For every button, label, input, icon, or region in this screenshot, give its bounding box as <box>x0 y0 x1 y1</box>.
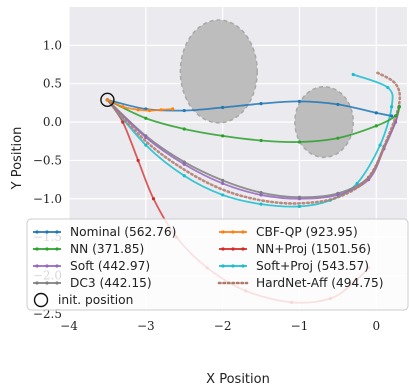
data-point <box>148 108 152 113</box>
legend: Nominal (562.76) NN (371.85) Soft (442.97)… <box>26 218 409 311</box>
data-point <box>259 138 263 143</box>
data-point <box>182 108 186 113</box>
x-tick-label: 0 <box>372 319 380 333</box>
y-tick-label: 1.0 <box>43 38 62 52</box>
y-axis-title: Y Position <box>10 127 25 191</box>
legend-swatch-point <box>241 264 245 268</box>
data-point <box>355 181 359 186</box>
data-point <box>121 105 125 109</box>
legend-swatch-point <box>241 247 245 251</box>
legend-swatch-point <box>231 230 235 234</box>
data-point <box>221 178 225 182</box>
data-point <box>393 114 398 118</box>
data-point <box>336 136 340 140</box>
legend-swatch-point <box>45 230 49 234</box>
data-point <box>390 114 394 118</box>
data-point <box>297 99 302 103</box>
legend-swatch-point <box>55 230 59 234</box>
legend-swatch-point <box>221 230 225 234</box>
x-tick-label: −4 <box>60 319 78 333</box>
legend-swatch-point <box>221 247 225 251</box>
data-point <box>144 135 148 140</box>
legend-swatch-point <box>231 247 235 251</box>
x-tick-label: −2 <box>214 319 232 333</box>
data-point <box>105 98 110 102</box>
data-point <box>136 108 140 112</box>
legend-label: DC3 (442.15) <box>70 276 152 290</box>
x-tick-label: −1 <box>291 319 309 333</box>
y-tick-label: −1.0 <box>33 192 62 206</box>
x-axis-title: X Position <box>206 372 270 387</box>
y-tick-label: 0.5 <box>43 77 62 91</box>
x-tick-label: −3 <box>137 319 155 333</box>
legend-swatch-point <box>221 264 225 268</box>
data-point <box>374 124 378 128</box>
data-point <box>336 102 340 107</box>
series-nn <box>107 99 401 143</box>
data-point <box>221 134 225 138</box>
legend-label: init. position <box>58 293 133 307</box>
legend-label: HardNet-Aff (494.75) <box>256 276 383 290</box>
legend-swatch-point <box>35 264 39 268</box>
legend-swatch-point <box>45 281 49 285</box>
y-tick-label: −0.5 <box>33 153 62 167</box>
series-points-soft-proj <box>105 72 394 209</box>
data-point <box>386 85 390 90</box>
data-point <box>221 181 225 186</box>
data-point <box>259 202 263 206</box>
series-points-cbf-qp <box>105 98 175 113</box>
obstacle-1 <box>179 19 258 124</box>
data-point <box>351 72 355 77</box>
legend-swatch-point <box>45 247 49 251</box>
data-point <box>182 162 186 166</box>
legend-swatch-point <box>45 264 49 268</box>
trajectories <box>105 70 402 304</box>
legend-box <box>26 218 409 311</box>
data-point <box>259 191 263 195</box>
data-point <box>221 193 225 197</box>
data-point <box>390 105 394 109</box>
legend-label: Soft+Proj (543.57) <box>256 259 369 273</box>
legend-label: NN (371.85) <box>70 242 144 256</box>
legend-label: Nominal (562.76) <box>70 225 176 239</box>
data-point <box>144 116 148 120</box>
legend-swatch <box>33 292 49 308</box>
init-position-circle <box>100 92 115 108</box>
y-tick-label: 0.0 <box>43 115 62 129</box>
legend-swatch-point <box>231 264 235 268</box>
data-point <box>121 120 125 124</box>
data-point <box>259 102 263 106</box>
series-soft-proj <box>106 73 394 208</box>
data-point <box>144 143 148 147</box>
init-position-marker <box>100 92 115 108</box>
legend-swatch-point <box>241 230 245 234</box>
legend-swatch-point <box>55 281 59 285</box>
legend-swatch-point <box>35 281 39 285</box>
legend-label: CBF-QP (923.95) <box>256 225 358 239</box>
data-point <box>297 140 302 144</box>
legend-swatch-point <box>55 247 59 251</box>
legend-label: NN+Proj (1501.56) <box>256 242 371 256</box>
data-point <box>397 105 401 109</box>
data-point <box>151 197 156 201</box>
legend-label: Soft (442.97) <box>70 259 150 273</box>
series-hardnet-aff <box>106 70 402 205</box>
data-point <box>221 105 225 110</box>
obstacle-2 <box>294 86 354 159</box>
data-point <box>171 107 175 111</box>
data-point <box>378 143 382 147</box>
legend-swatch-point <box>35 247 39 251</box>
data-point <box>136 158 140 163</box>
data-point <box>182 174 186 178</box>
legend-swatch-point <box>55 264 59 268</box>
legend-swatch-point <box>35 230 39 234</box>
data-point <box>182 127 186 131</box>
data-point <box>374 111 378 115</box>
data-point <box>297 204 302 209</box>
data-point <box>297 197 302 201</box>
data-point <box>159 108 163 112</box>
data-point <box>259 193 263 197</box>
